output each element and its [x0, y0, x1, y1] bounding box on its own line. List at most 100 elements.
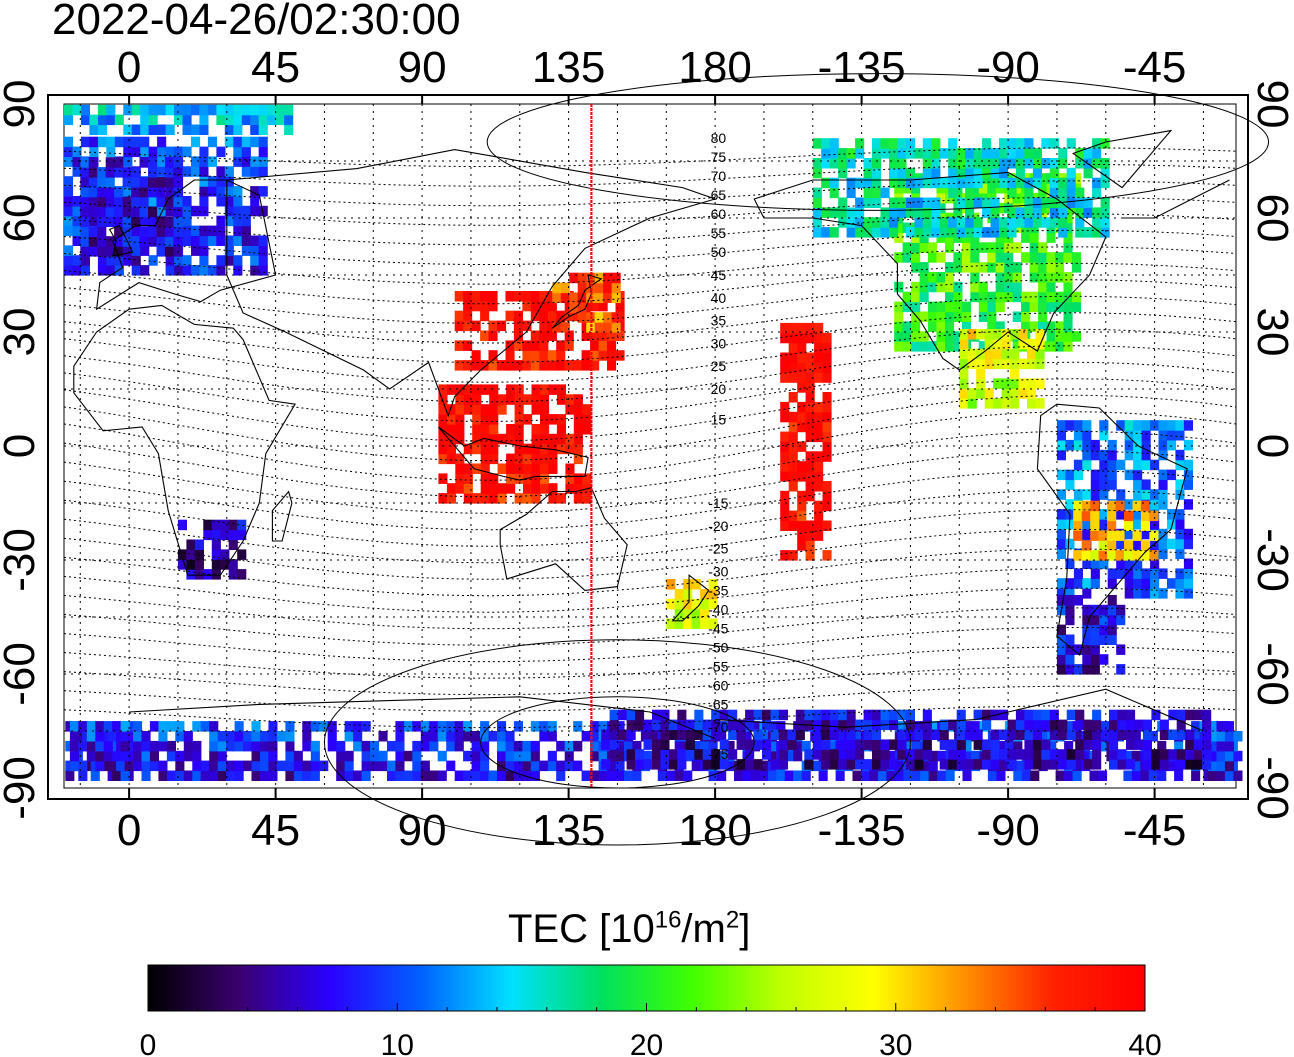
tec-cell [827, 740, 837, 752]
tec-cell [1099, 624, 1109, 636]
tec-cell [156, 186, 166, 198]
tec-cell [158, 731, 168, 742]
tec-cell [97, 124, 107, 135]
tec-cell [1066, 759, 1076, 770]
tec-cell [1018, 338, 1028, 350]
tec-cell [919, 341, 929, 352]
tec-cell [920, 770, 930, 781]
tec-cell [863, 158, 873, 169]
tec-cell [192, 721, 202, 732]
tec-cell [734, 770, 744, 781]
tec-cell [241, 104, 251, 116]
tec-cell [243, 760, 253, 772]
tec-cell [1151, 709, 1161, 721]
tec-cell [1001, 348, 1011, 360]
tec-cell [1098, 550, 1108, 561]
tec-cell [846, 759, 856, 770]
tec-cell [250, 205, 260, 217]
tec-cell [336, 750, 346, 762]
tec-cell [395, 760, 405, 772]
tec-cell [1063, 222, 1073, 234]
tec-cell [560, 282, 570, 294]
tec-cell [88, 177, 98, 188]
top-longitude-label: -135 [818, 43, 906, 92]
tec-cell [1065, 538, 1075, 550]
contour-labels: 8075706560555045403530252015-15-20-25-30… [708, 130, 728, 762]
tec-cell [241, 156, 251, 167]
tec-cell [531, 384, 541, 395]
tec-cell [1099, 449, 1109, 461]
tec-cell [237, 549, 247, 560]
tec-cell [556, 310, 566, 322]
tec-cell [1174, 770, 1184, 781]
tec-cell [69, 750, 79, 762]
tec-cell [1099, 519, 1109, 530]
tec-cell [207, 186, 217, 197]
tec-cell [1131, 760, 1141, 772]
tec-cell [513, 340, 523, 351]
tec-cell [216, 176, 226, 187]
tec-cell [199, 255, 209, 266]
tec-cell [182, 124, 192, 135]
tec-cell [1063, 232, 1073, 243]
tec-cell [1202, 749, 1212, 760]
tec-cell [207, 225, 217, 237]
tec-cell [513, 760, 523, 772]
tec-cell [922, 217, 932, 228]
tec-cell [691, 598, 701, 610]
tec-cell [105, 167, 115, 178]
tec-cell [889, 197, 899, 208]
tec-cell [105, 196, 115, 208]
tec-cell [1081, 500, 1091, 512]
tec-cell [788, 392, 798, 403]
tec-cell [911, 721, 921, 732]
tec-cell [560, 322, 570, 333]
tec-cell [1090, 439, 1100, 451]
tec-cell [112, 721, 122, 732]
tec-cell [207, 265, 217, 276]
tec-cell [1004, 232, 1014, 243]
coastline-north-america [753, 171, 1107, 371]
tec-cell [148, 186, 158, 198]
tec-cell [471, 291, 481, 302]
tec-cell [615, 740, 625, 752]
tec-cell [767, 721, 777, 732]
tec-cell [889, 709, 899, 721]
tec-cell [1116, 420, 1126, 431]
tec-cell [1058, 749, 1068, 760]
tec-cell [788, 481, 798, 492]
tec-cell [936, 202, 946, 214]
tec-cell [660, 759, 670, 770]
tec-cell [959, 378, 969, 389]
tec-cell [64, 245, 74, 256]
tec-cell [1176, 749, 1186, 760]
tec-cell [1133, 538, 1143, 550]
map-timestamp: 2022-04-26/02:30:00 [52, 0, 461, 44]
tec-cell [914, 197, 924, 208]
tec-cell [103, 750, 113, 762]
tec-cell [788, 510, 798, 522]
tec-cell [1175, 528, 1185, 540]
tec-cell [978, 291, 988, 303]
tec-cell [183, 731, 193, 742]
tec-cell [736, 729, 746, 740]
tec-cell [523, 453, 533, 465]
tec-cell [965, 197, 975, 208]
tec-cell [880, 148, 890, 159]
tec-cell [463, 310, 473, 322]
tec-cell [1117, 729, 1127, 740]
tec-cell [174, 146, 184, 158]
tec-cell [564, 300, 574, 312]
tec-cell [1100, 138, 1110, 149]
tec-cell [285, 740, 295, 752]
tec-cell [1041, 749, 1051, 760]
tec-cell [1107, 439, 1117, 451]
tec-cell [1049, 167, 1059, 179]
tec-cell [139, 186, 149, 198]
tec-cell [1175, 519, 1185, 530]
contour-line [63, 229, 1237, 265]
coastline-europe [95, 179, 277, 311]
tec-cell [148, 206, 158, 218]
tec-cell [702, 749, 712, 760]
tec-cell [905, 227, 915, 238]
